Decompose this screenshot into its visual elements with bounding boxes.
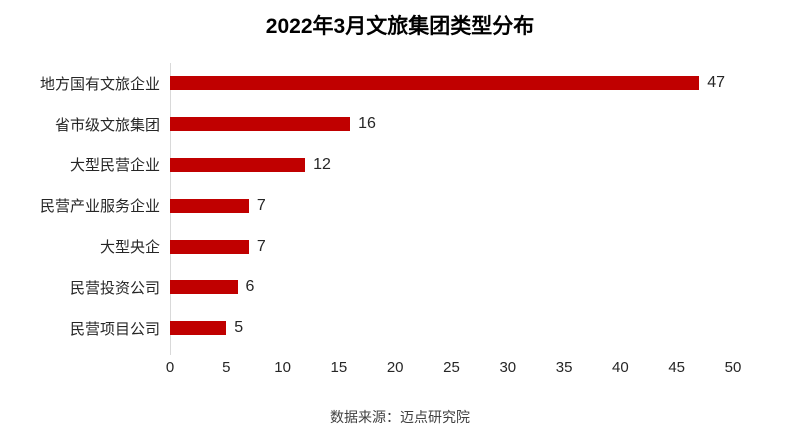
bar-row: 民营投资公司 6 [0, 267, 800, 308]
value-label: 47 [707, 74, 726, 92]
x-tick-label: 0 [165, 358, 175, 376]
page-title: 2022年3月文旅集团类型分布 [265, 15, 535, 38]
bar [170, 157, 306, 172]
bar-row: 大型民营企业 12 [0, 145, 800, 186]
bar-row: 省市级文旅集团 16 [0, 104, 800, 145]
bar-track: 12 [170, 145, 733, 186]
bar [170, 280, 238, 295]
value-label: 6 [245, 278, 255, 296]
x-tick-label: 45 [668, 358, 686, 376]
bar-track: 16 [170, 104, 733, 145]
category-label: 省市级文旅集团 [54, 116, 160, 134]
x-tick-label: 25 [443, 358, 460, 376]
bar-chart: 地方国有文旅企业 47 省市级文旅集团 16 大型民营企业 12 民营产业服务企… [0, 63, 800, 355]
category-label: 地方国有文旅企业 [39, 75, 160, 93]
value-label: 5 [234, 319, 244, 337]
x-tick-label: 50 [724, 358, 742, 376]
x-axis: 0 5 10 15 20 25 30 35 40 45 50 [166, 358, 742, 379]
bar [170, 76, 700, 91]
bar-row: 民营项目公司 5 [0, 308, 800, 349]
bar-row: 地方国有文旅企业 47 [0, 63, 800, 104]
bar [170, 198, 249, 213]
bar-track: 6 [170, 267, 733, 308]
value-label: 7 [256, 196, 266, 214]
bar-track: 47 [170, 63, 733, 104]
category-label: 大型央企 [99, 239, 160, 257]
bar [170, 239, 249, 254]
value-label: 16 [358, 115, 376, 133]
x-tick-label: 30 [499, 358, 517, 376]
bar-track: 7 [170, 185, 733, 226]
x-tick-label: 40 [612, 358, 629, 376]
value-label: 7 [256, 237, 266, 255]
bar [170, 117, 351, 132]
bar-row: 民营产业服务企业 7 [0, 185, 800, 226]
bar-track: 7 [170, 226, 733, 267]
bar-track: 5 [170, 308, 733, 349]
bar [170, 321, 227, 336]
source-note: 数据来源：迈点研究院 [330, 408, 470, 425]
value-label: 12 [313, 155, 331, 173]
category-label: 民营投资公司 [69, 279, 160, 297]
x-tick-label: 20 [386, 358, 404, 376]
category-label: 民营项目公司 [69, 320, 160, 338]
x-tick-label: 35 [555, 358, 573, 376]
bar-row: 大型央企 7 [0, 226, 800, 267]
x-tick-label: 10 [274, 358, 291, 376]
x-tick-label: 5 [222, 358, 231, 376]
category-label: 民营产业服务企业 [39, 198, 160, 216]
category-label: 大型民营企业 [69, 157, 160, 175]
x-tick-label: 15 [330, 358, 348, 376]
